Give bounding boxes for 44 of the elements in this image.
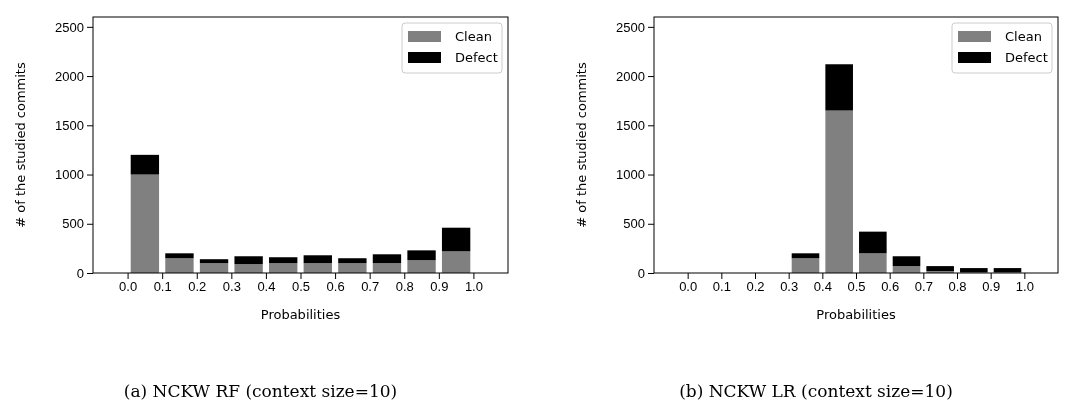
x-tick-label: 0.5: [847, 279, 866, 295]
y-tick-label: 1000: [616, 167, 645, 183]
x-tick-label: 0.6: [326, 279, 345, 295]
x-tick-label: 0.1: [153, 279, 172, 295]
x-tick-label: 0.3: [780, 279, 799, 295]
x-tick-label: 0.3: [222, 279, 241, 295]
x-tick-label: 0.7: [361, 279, 380, 295]
x-tick-label: 0.4: [813, 279, 832, 295]
x-tick-label: 0.8: [948, 279, 967, 295]
y-tick-label: 2000: [616, 68, 645, 84]
y-tick-label: 500: [62, 216, 84, 232]
x-tick-label: 0.1: [712, 279, 731, 295]
y-tick-label: 2500: [616, 19, 645, 35]
x-axis-title: Probabilities: [816, 307, 896, 322]
x-tick-label: 1.0: [1015, 279, 1034, 295]
x-tick-label: 0.0: [679, 279, 698, 295]
text: (a) NCKW RF (context size=10): [123, 381, 398, 401]
legend-label: Clean: [455, 29, 492, 44]
legend-label: Defect: [1005, 50, 1048, 65]
x-tick-label: 0.2: [746, 279, 765, 295]
x-tick-label: 0.0: [119, 279, 138, 295]
legend-label: Clean: [1005, 29, 1042, 44]
y-tick-label: 2000: [55, 68, 84, 84]
x-tick-label: 0.5: [291, 279, 311, 295]
y-axis-title: # of the studied commits: [574, 62, 589, 228]
x-tick-label: 1.0: [464, 279, 483, 295]
y-tick-label: 1000: [55, 167, 84, 183]
y-tick-label: 500: [623, 216, 645, 232]
x-tick-label: 0.6: [881, 279, 900, 295]
legend-label: Defect: [455, 50, 498, 65]
x-tick-label: 0.9: [982, 279, 1001, 295]
y-axis-title: # of the studied commits: [13, 62, 28, 228]
x-tick-label: 0.7: [914, 279, 933, 295]
y-tick-label: 2500: [55, 19, 84, 35]
y-tick-label: 0: [637, 265, 645, 281]
text: (b) NCKW LR (context size=10): [679, 381, 953, 401]
y-tick-label: 1500: [55, 117, 84, 133]
x-tick-label: 0.9: [430, 279, 449, 295]
y-tick-label: 1500: [616, 117, 645, 133]
x-tick-label: 0.2: [188, 279, 207, 295]
y-tick-label: 0: [76, 265, 84, 281]
x-tick-label: 0.4: [257, 279, 276, 295]
x-axis-title: Probabilities: [260, 307, 341, 322]
x-tick-label: 0.8: [395, 279, 414, 295]
